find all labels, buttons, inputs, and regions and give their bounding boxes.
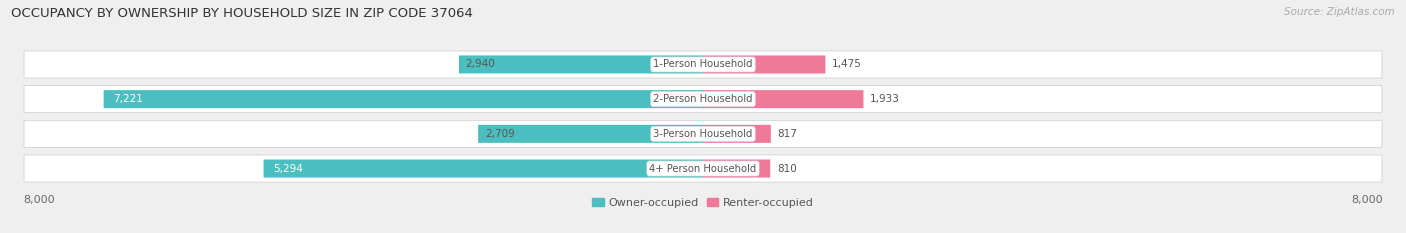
FancyBboxPatch shape: [703, 125, 770, 143]
Text: 2-Person Household: 2-Person Household: [654, 94, 752, 104]
FancyBboxPatch shape: [703, 160, 770, 178]
Text: Source: ZipAtlas.com: Source: ZipAtlas.com: [1284, 7, 1395, 17]
Text: OCCUPANCY BY OWNERSHIP BY HOUSEHOLD SIZE IN ZIP CODE 37064: OCCUPANCY BY OWNERSHIP BY HOUSEHOLD SIZE…: [11, 7, 474, 20]
FancyBboxPatch shape: [24, 86, 1382, 113]
Text: 3-Person Household: 3-Person Household: [654, 129, 752, 139]
FancyBboxPatch shape: [24, 120, 1382, 147]
Text: 4+ Person Household: 4+ Person Household: [650, 164, 756, 174]
Legend: Owner-occupied, Renter-occupied: Owner-occupied, Renter-occupied: [588, 193, 818, 212]
FancyBboxPatch shape: [263, 160, 703, 178]
Text: 5,294: 5,294: [274, 164, 304, 174]
Text: 810: 810: [778, 164, 797, 174]
Text: 1,475: 1,475: [832, 59, 862, 69]
Text: 7,221: 7,221: [114, 94, 143, 104]
FancyBboxPatch shape: [478, 125, 703, 143]
FancyBboxPatch shape: [458, 55, 703, 73]
FancyBboxPatch shape: [24, 51, 1382, 78]
Text: 2,709: 2,709: [485, 129, 515, 139]
FancyBboxPatch shape: [703, 90, 863, 108]
Text: 1-Person Household: 1-Person Household: [654, 59, 752, 69]
FancyBboxPatch shape: [104, 90, 703, 108]
FancyBboxPatch shape: [703, 55, 825, 73]
Text: 2,940: 2,940: [465, 59, 495, 69]
Text: 1,933: 1,933: [870, 94, 900, 104]
FancyBboxPatch shape: [24, 155, 1382, 182]
Text: 817: 817: [778, 129, 797, 139]
